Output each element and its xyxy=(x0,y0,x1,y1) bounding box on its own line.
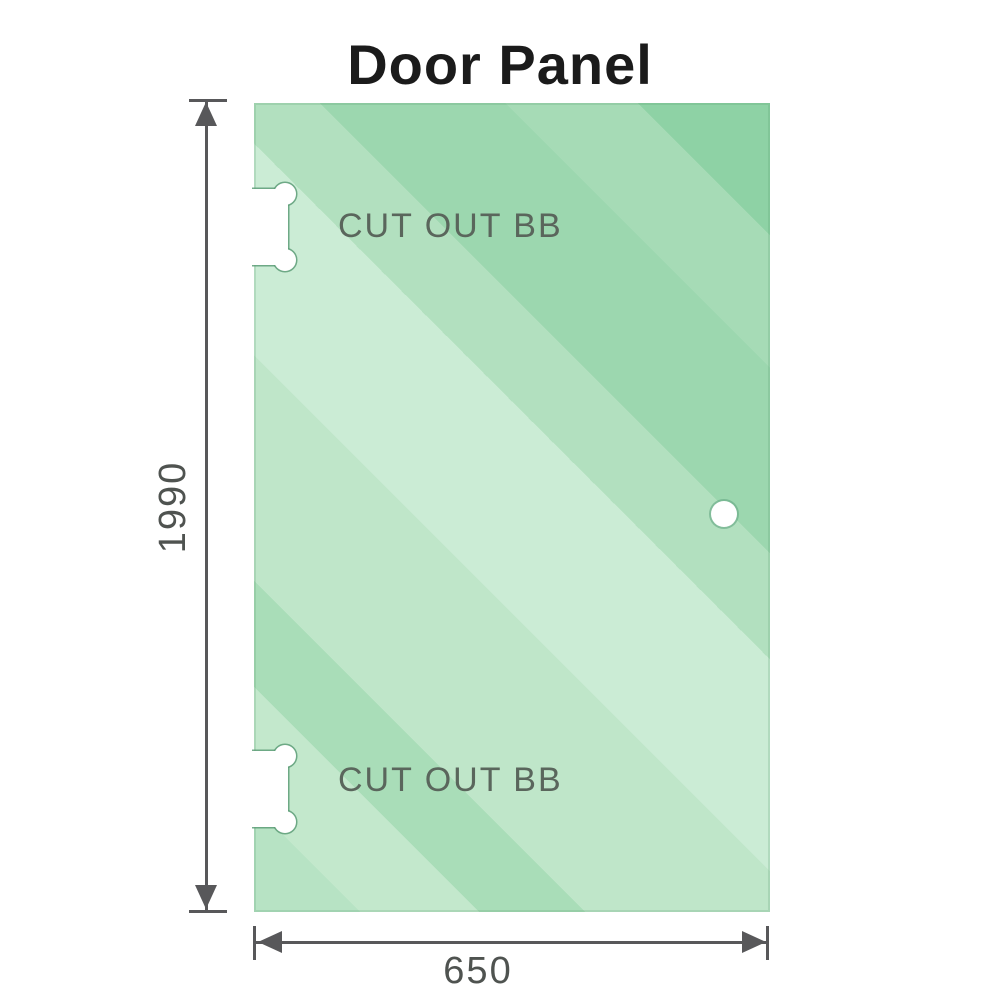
arrow-up-icon xyxy=(195,102,217,126)
width-dim-right-tick xyxy=(766,926,769,960)
cutout-label-top: CUT OUT BB xyxy=(338,207,563,245)
height-dim-label: 1990 xyxy=(152,460,194,554)
handle-hole xyxy=(711,501,737,527)
hinge-cutout-bottom xyxy=(252,743,298,835)
height-dim-top-cap xyxy=(189,99,227,102)
arrow-left-icon xyxy=(258,931,282,953)
arrow-down-icon xyxy=(195,885,217,909)
page-title: Door Panel xyxy=(347,33,653,96)
width-dim-left-tick xyxy=(253,926,256,960)
width-dim-line xyxy=(256,941,767,944)
width-dim-label: 650 xyxy=(443,950,513,992)
hinge-cutout-top xyxy=(252,181,298,273)
height-dim-bottom-cap xyxy=(189,910,227,913)
glass-panel xyxy=(254,103,770,912)
height-dim-line xyxy=(205,100,208,911)
arrow-right-icon xyxy=(742,931,766,953)
cutout-label-bottom: CUT OUT BB xyxy=(338,761,563,799)
